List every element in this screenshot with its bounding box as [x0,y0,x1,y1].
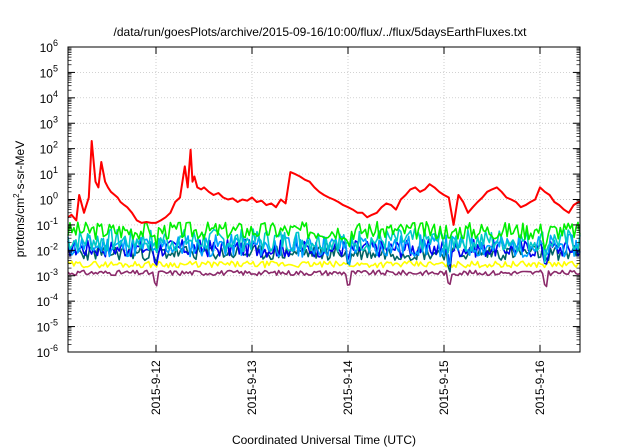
y-tick-label: 10-4 [37,292,58,309]
y-tick-label: 100 [40,191,58,208]
y-tick-label: 10-6 [37,343,58,360]
y-tick-label: 10-5 [37,318,58,335]
x-tick-label: 2015-9-14 [341,360,355,415]
flux-series-line [67,220,581,250]
y-tick-label: 106 [40,38,58,55]
x-axis-ticks: 2015-9-12 2015-9-13 2015-9-14 2015-9-15 2015… [149,47,547,415]
x-axis-label: Coordinated Universal Time (UTC) [232,433,416,447]
y-axis-label: protons/cm2-s-sr-MeV [12,141,27,257]
y-tick-label: 10-3 [37,267,58,284]
flux-series-line [67,260,581,269]
y-axis-label-rest: -s-sr-MeV [13,141,27,194]
y-tick-label: 102 [40,140,58,157]
y-axis-label-main: protons/cm [13,198,27,257]
x-tick-label: 2015-9-13 [245,360,259,415]
x-tick-label: 2015-9-16 [533,360,547,415]
y-tick-label: 101 [40,165,58,182]
y-tick-label: 10-2 [37,241,58,258]
chart-title: /data/run/goesPlots/archive/2015-09-16/1… [114,25,528,39]
y-tick-label: 103 [40,114,58,131]
y-tick-label: 104 [40,89,58,106]
x-tick-label: 2015-9-15 [437,360,451,415]
y-axis-ticks: 10-6 10-5 10-4 10-3 10-2 10-1 100 101 102 103 104 1… [37,38,580,360]
x-tick-label: 2015-9-12 [149,360,163,415]
y-tick-label: 10-1 [37,216,58,233]
flux-series-line-red [67,140,580,226]
y-axis-label-sup: 2 [12,193,21,198]
flux-series-line [67,238,581,268]
grid-lines [68,47,580,352]
flux-series-line [67,269,581,288]
y-tick-label: 105 [40,63,58,80]
series-layer [67,140,581,288]
flux-series-line [67,228,581,264]
